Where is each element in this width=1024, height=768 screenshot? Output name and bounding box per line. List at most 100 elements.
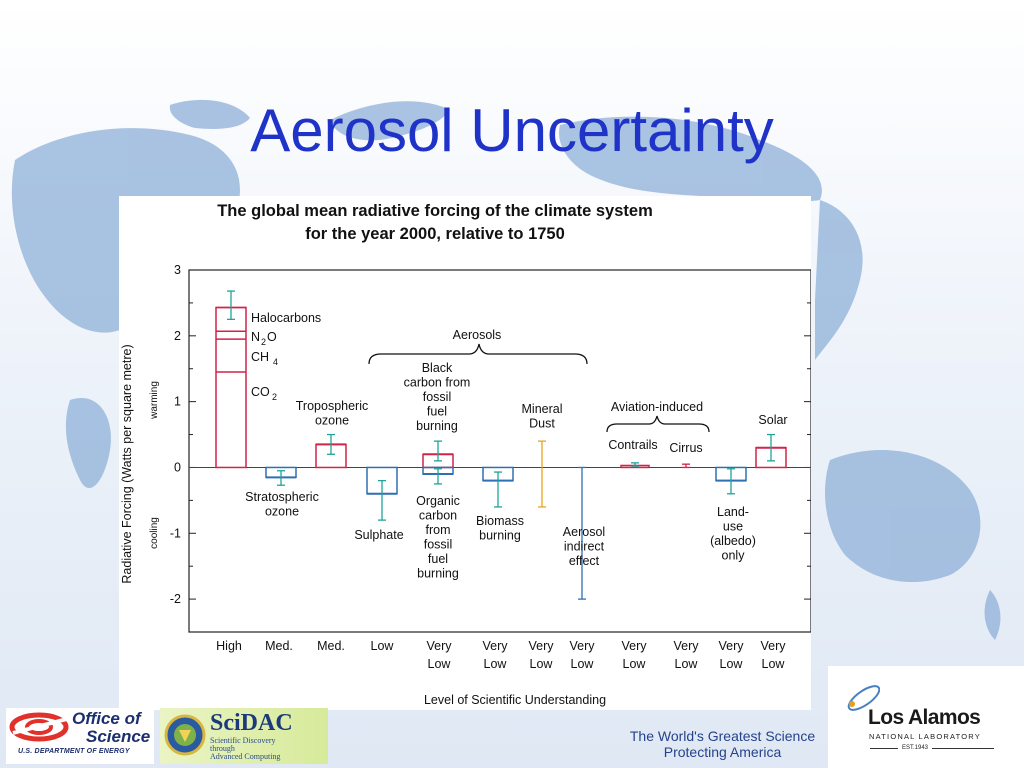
understanding-label: Low <box>762 657 786 671</box>
doe-text: U.S. DEPARTMENT OF ENERGY <box>18 748 130 755</box>
y-tick-label: 0 <box>174 460 181 474</box>
scidac-logo: SciDAC Scientific Discovery through Adva… <box>160 708 328 764</box>
label-n2o: N <box>251 330 260 344</box>
label-black-carbon: burning <box>416 419 458 433</box>
label-mineral-dust: Dust <box>529 417 555 431</box>
y-tick-label: 1 <box>174 395 181 409</box>
label-land-use: use <box>723 520 743 534</box>
label-black-carbon: Black <box>422 361 453 375</box>
label-stratospheric-ozone: Stratospheric <box>245 490 319 504</box>
tagline-line: The World's Greatest Science <box>629 728 816 744</box>
understanding-label: Low <box>720 657 744 671</box>
understanding-label: Med. <box>317 639 345 653</box>
label-organic-carbon: from <box>426 523 451 537</box>
label-organic-carbon: fossil <box>424 538 452 552</box>
warming-label: warming <box>149 381 160 420</box>
label-land-use: (albedo) <box>710 534 756 548</box>
lanl-established: EST.1943 <box>902 745 929 751</box>
chart-panel: The global mean radiative forcing of the… <box>119 196 811 710</box>
label-halocarbons: Halocarbons <box>251 311 321 325</box>
understanding-label: Low <box>484 657 508 671</box>
label-aerosol-indirect: Aerosol <box>563 525 605 539</box>
office-of-text: Office of <box>72 709 141 728</box>
label-n2o-sub: 2 <box>261 337 266 347</box>
understanding-label: Low <box>571 657 595 671</box>
label-aerosol-indirect: effect <box>569 554 600 568</box>
label-organic-carbon: burning <box>417 567 459 581</box>
x-axis-label: Level of Scientific Understanding <box>424 693 606 707</box>
chart-subtitle: for the year 2000, relative to 1750 <box>305 225 565 243</box>
label-stratospheric-ozone: ozone <box>265 505 299 519</box>
understanding-label: Very <box>426 639 452 653</box>
label-biomass-burning: burning <box>479 529 521 543</box>
understanding-label: High <box>216 639 242 653</box>
label-land-use: Land- <box>717 505 749 519</box>
scidac-name: SciDAC <box>210 710 293 736</box>
understanding-label: Very <box>760 639 786 653</box>
label-aerosols: Aerosols <box>453 328 502 342</box>
doe-seal-icon <box>164 714 206 756</box>
y-axis-label: Radiative Forcing (Watts per square metr… <box>120 344 134 583</box>
understanding-label: Med. <box>265 639 293 653</box>
aviation-brace <box>606 415 710 433</box>
scidac-sub-line: Scientific Discovery <box>210 736 276 745</box>
tagline-line: Protecting America <box>663 744 782 760</box>
cooling-label: cooling <box>149 517 160 549</box>
label-aviation-induced: Aviation-induced <box>611 400 703 414</box>
label-solar: Solar <box>758 413 787 427</box>
rule-left <box>870 748 898 749</box>
label-aerosol-indirect: indirect <box>564 540 605 554</box>
label-black-carbon: carbon from <box>404 376 471 390</box>
label-n2o-tail: O <box>267 330 277 344</box>
label-mineral-dust: Mineral <box>522 402 563 416</box>
lanl-subtitle: NATIONAL LABORATORY <box>869 732 981 741</box>
label-organic-carbon: fuel <box>428 552 448 566</box>
label-organic-carbon: carbon <box>419 509 457 523</box>
label-cirrus: Cirrus <box>669 441 702 455</box>
scidac-sub-line: Advanced Computing <box>210 752 281 761</box>
label-black-carbon: fuel <box>427 405 447 419</box>
label-land-use: only <box>722 549 746 563</box>
label-contrails: Contrails <box>608 438 657 452</box>
chart-title: The global mean radiative forcing of the… <box>217 202 653 220</box>
radiative-forcing-chart: The global mean radiative forcing of the… <box>120 202 811 707</box>
understanding-label: Very <box>673 639 699 653</box>
understanding-label: Very <box>569 639 595 653</box>
understanding-label: Very <box>482 639 508 653</box>
tagline: The World's Greatest Science Protecting … <box>610 728 835 760</box>
plot-frame <box>188 269 811 633</box>
office-of-science-logo: Office of Science U.S. DEPARTMENT OF ENE… <box>6 708 154 764</box>
label-co2: CO <box>251 385 270 399</box>
understanding-label: Low <box>530 657 554 671</box>
label-tropospheric-ozone: ozone <box>315 414 349 428</box>
understanding-label: Low <box>675 657 699 671</box>
understanding-label: Very <box>621 639 647 653</box>
scidac-subtitle: Scientific Discovery through Advanced Co… <box>210 737 280 761</box>
lanl-name: Los Alamos <box>868 706 981 729</box>
slide-title: Aerosol Uncertainty <box>250 97 774 164</box>
understanding-label: Very <box>718 639 744 653</box>
label-ch4-sub: 4 <box>273 357 278 367</box>
atom-orbit-icon <box>847 685 880 711</box>
label-co2-sub: 2 <box>272 392 277 402</box>
label-tropospheric-ozone: Tropospheric <box>296 399 369 413</box>
label-ch4: CH <box>251 350 269 364</box>
understanding-label: Low <box>371 639 395 653</box>
science-text: Science <box>86 727 151 746</box>
y-tick-label: 2 <box>174 329 181 343</box>
scidac-sub-line: through <box>210 744 235 753</box>
label-organic-carbon: Organic <box>416 494 460 508</box>
label-sulphate: Sulphate <box>354 528 403 542</box>
los-alamos-logo: Los Alamos NATIONAL LABORATORY EST.1943 <box>828 666 1024 768</box>
understanding-label: Low <box>428 657 452 671</box>
aerosols-brace <box>368 343 588 365</box>
label-biomass-burning: Biomass <box>476 514 524 528</box>
understanding-label: Low <box>623 657 647 671</box>
label-black-carbon: fossil <box>423 390 451 404</box>
y-tick-label: -1 <box>170 526 181 540</box>
understanding-label: Very <box>528 639 554 653</box>
rule-right <box>932 748 994 749</box>
y-tick-label: 3 <box>174 263 181 277</box>
doe-swirl-icon <box>9 712 69 742</box>
y-tick-label: -2 <box>170 592 181 606</box>
